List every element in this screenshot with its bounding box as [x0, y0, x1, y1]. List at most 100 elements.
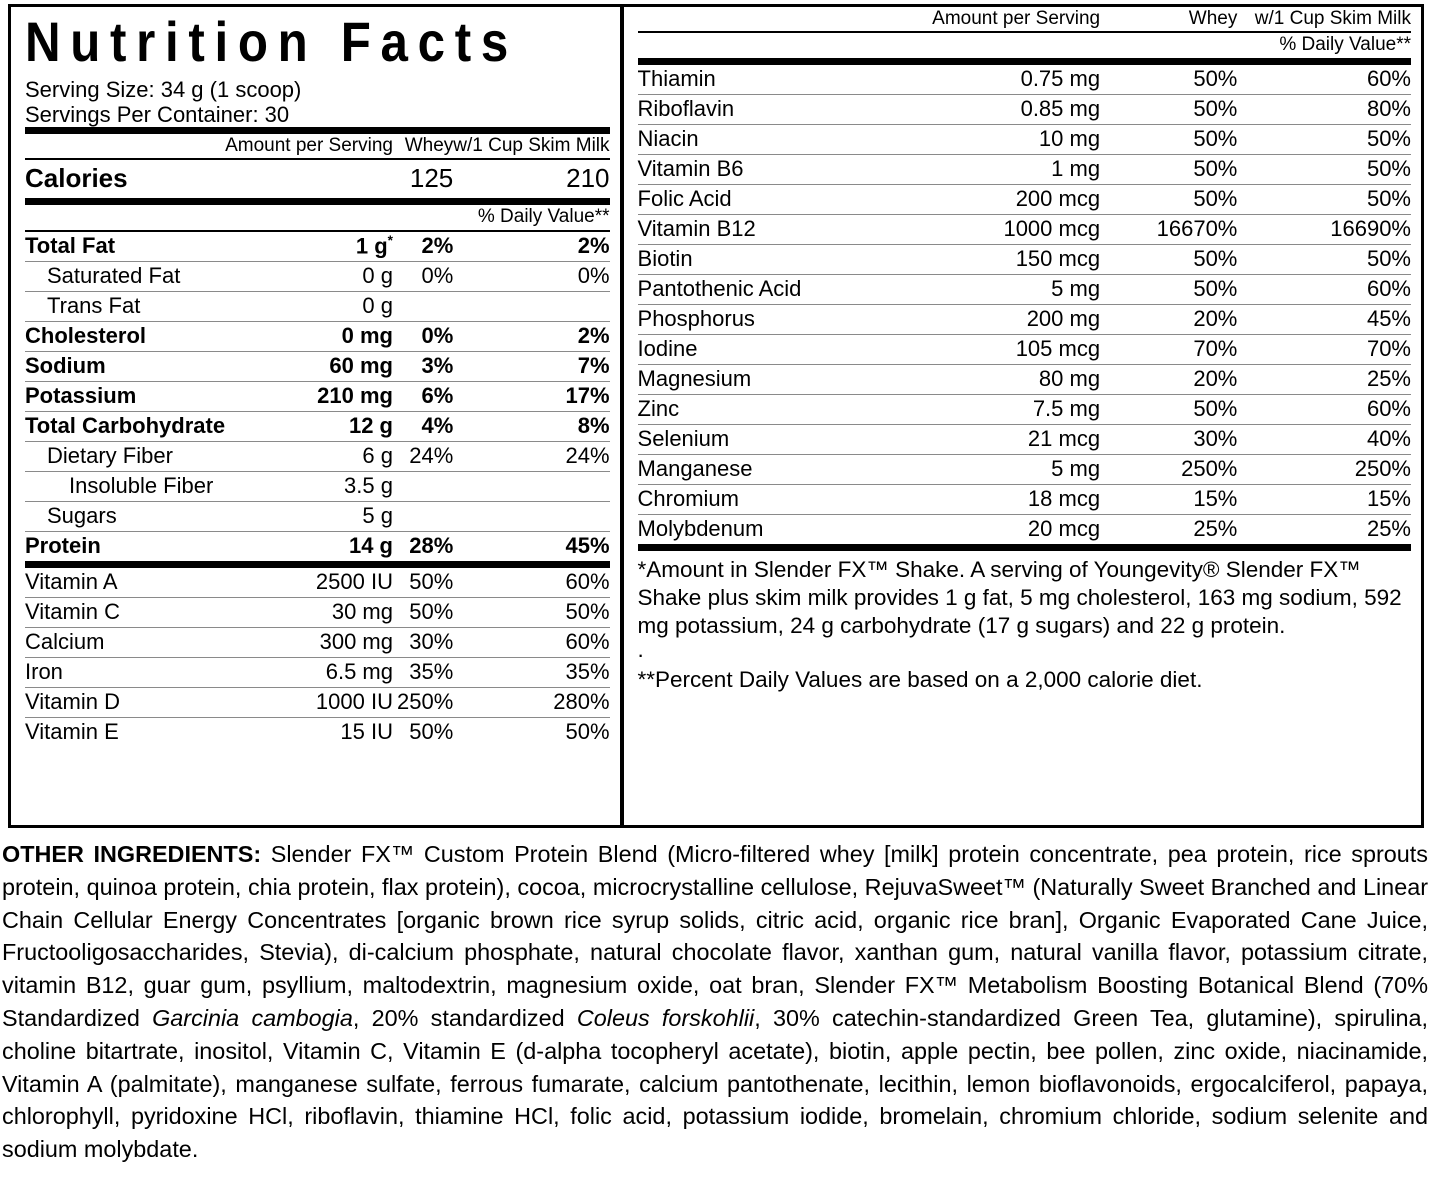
nutrient-whey-dv: 0%: [421, 323, 454, 349]
nutrient-amount: 30 mg: [331, 599, 393, 625]
table-row: Sugars 5 g: [25, 502, 610, 532]
table-row: Total Fat 1 g* 2% 2%: [25, 231, 610, 262]
daily-value-header: % Daily Value**: [477, 206, 610, 227]
label-panels: Nutrition Facts Serving Size: 34 g (1 sc…: [8, 4, 1424, 828]
table-row: Potassium 210 mg 6% 17%: [25, 382, 610, 412]
nutrient-amount: 0.85 mg: [1020, 96, 1101, 121]
nutrient-name: Riboflavin: [637, 96, 735, 121]
table-row: Zinc 7.5 mg 50% 60%: [637, 395, 1411, 425]
nutrient-milk-dv: 250%: [1354, 456, 1411, 481]
nutrient-name: Total Fat: [25, 233, 116, 259]
table-row: Cholesterol 0 mg 0% 2%: [25, 322, 610, 352]
nutrient-milk-dv: 50%: [1366, 126, 1411, 151]
header-spacer: [638, 7, 894, 32]
table-row: Iron 6.5 mg 35% 35%: [25, 658, 610, 688]
panel-divider: [619, 7, 624, 825]
nutrient-whey-dv: 15%: [1193, 486, 1238, 511]
table-row: Folic Acid 200 mcg 50% 50%: [637, 185, 1411, 215]
nutrient-name: Dietary Fiber: [47, 443, 173, 469]
nutrient-milk-dv: [453, 502, 609, 532]
dv-spacer-2: [225, 202, 397, 232]
nutrient-whey-dv: 4%: [421, 413, 454, 439]
nutrient-whey-dv: 16670%: [1156, 216, 1238, 241]
nutrient-milk-dv: 2%: [577, 323, 610, 349]
nutrient-whey-dv: 50%: [409, 569, 454, 595]
dv-spacer-3: [1104, 32, 1237, 62]
nutrient-milk-dv: [453, 472, 609, 502]
table-row: Vitamin A 2500 IU 50% 60%: [25, 565, 610, 598]
nutrient-amount: 3.5 g: [344, 473, 393, 499]
nutrient-milk-dv: 45%: [1366, 306, 1411, 331]
nutrient-amount: 5 mg: [1051, 456, 1101, 481]
daily-value-header-row: % Daily Value**: [637, 32, 1411, 62]
nutrient-amount: 6 g: [362, 443, 393, 469]
nutrient-whey-dv: 35%: [409, 659, 454, 685]
nutrient-amount: 7.5 mg: [1032, 396, 1101, 421]
nutrient-amount: 6.5 mg: [325, 659, 393, 685]
nutrient-whey-dv: 50%: [1193, 186, 1238, 211]
nutrient-milk-dv: 50%: [565, 719, 610, 745]
nutrient-milk-dv: 80%: [1366, 96, 1411, 121]
footnote-asterisk: *Amount in Slender FX™ Shake. A serving …: [637, 557, 1402, 638]
nutrient-name: Vitamin B12: [637, 216, 756, 241]
dv-spacer-1: [25, 202, 225, 232]
nutrient-whey-dv: 28%: [409, 533, 454, 559]
nutrient-name: Vitamin E: [25, 719, 119, 745]
table-row: Iodine 105 mcg 70% 70%: [637, 335, 1411, 365]
header-amount-per-serving: Amount per Serving: [932, 8, 1101, 29]
nutrient-milk-dv: 70%: [1366, 336, 1411, 361]
nutrient-whey-dv: 50%: [409, 719, 454, 745]
table-row: Niacin 10 mg 50% 50%: [637, 125, 1411, 155]
servings-per-container-label: Servings Per Container: 30: [25, 102, 290, 127]
table-row: Sodium 60 mg 3% 7%: [25, 352, 610, 382]
nutrient-milk-dv: 60%: [565, 569, 610, 595]
nutrient-name: Vitamin B6: [637, 156, 744, 181]
nutrient-milk-dv: 25%: [1366, 516, 1411, 541]
nutrient-whey-dv: 50%: [1193, 246, 1238, 271]
nutrient-whey-dv: [397, 502, 453, 532]
nutrient-whey-dv: 30%: [409, 629, 454, 655]
nutrient-amount: 15 IU: [340, 719, 393, 745]
nutrient-whey-dv: 50%: [1193, 276, 1238, 301]
nutrient-amount: 210 mg: [317, 383, 393, 409]
nutrient-name: Iron: [25, 659, 63, 685]
daily-value-header-row: % Daily Value**: [25, 202, 610, 232]
nutrient-milk-dv: 40%: [1366, 426, 1411, 451]
nutrient-milk-dv: 0%: [577, 263, 610, 289]
nutrient-amount: 14 g: [348, 533, 393, 559]
nutrient-whey-dv: [397, 292, 453, 322]
nutrient-whey-dv: 0%: [421, 263, 454, 289]
nutrient-amount: 5 g: [362, 503, 393, 529]
nutrient-milk-dv: 7%: [577, 353, 610, 379]
nutrient-name: Folic Acid: [637, 186, 732, 211]
nutrient-amount: 0 mg: [341, 323, 393, 349]
calories-milk-value: 210: [566, 163, 610, 193]
right-nutrition-table: Amount per Serving Whey w/1 Cup Skim Milk%…: [637, 7, 1411, 551]
table-row: Chromium 18 mcg 15% 15%: [637, 485, 1411, 515]
nutrient-milk-dv: 16690%: [1330, 216, 1411, 241]
nutrient-milk-dv: 2%: [577, 233, 610, 259]
table-row: Thiamin 0.75 mg 50% 60%: [637, 62, 1411, 95]
page-title: Nutrition Facts: [25, 10, 518, 73]
nutrient-amount: 1 mg: [1051, 156, 1101, 181]
nutrient-whey-dv: 50%: [1193, 66, 1238, 91]
nutrient-amount: 10 mg: [1038, 126, 1101, 151]
nutrient-whey-dv: 25%: [1193, 516, 1238, 541]
table-row: Vitamin C 30 mg 50% 50%: [25, 598, 610, 628]
nutrient-whey-dv: 50%: [1193, 396, 1238, 421]
nutrient-milk-dv: 280%: [553, 689, 610, 715]
calories-row: Calories 125 210: [25, 159, 610, 202]
nutrient-amount: 18 mcg: [1027, 486, 1101, 511]
nutrient-amount: 300 mg: [319, 629, 393, 655]
nutrient-amount: 200 mg: [1026, 306, 1101, 331]
dv-spacer-2: [893, 32, 1104, 62]
table-row: Vitamin D 1000 IU 250% 280%: [25, 688, 610, 718]
nutrient-milk-dv: [453, 292, 609, 322]
nutrient-milk-dv: 50%: [1366, 246, 1411, 271]
nutrient-amount: 12 g: [348, 413, 393, 439]
table-row: Vitamin B6 1 mg 50% 50%: [637, 155, 1411, 185]
nutrient-name: Saturated Fat: [47, 263, 181, 289]
table-row: Molybdenum 20 mcg 25% 25%: [637, 515, 1411, 548]
nutrient-milk-dv: 50%: [565, 599, 610, 625]
